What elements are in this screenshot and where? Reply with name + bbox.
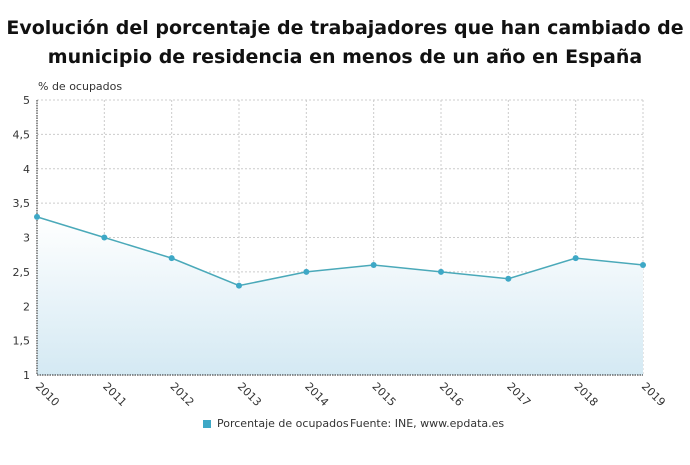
y-axis-label: % de ocupados: [38, 80, 123, 93]
series-area: [37, 216, 643, 375]
y-tick-label: 1,5: [13, 335, 31, 348]
data-point: [168, 255, 175, 262]
data-point: [34, 213, 40, 220]
y-tick-label: 3: [23, 232, 30, 245]
legend-item: Porcentaje de ocupados: [203, 417, 349, 430]
x-tick-label: 2014: [302, 380, 331, 409]
series-line: [36, 216, 644, 287]
legend-swatch: [203, 419, 211, 428]
data-point: [640, 262, 646, 268]
x-tick-label: 2019: [639, 380, 668, 409]
data-point: [370, 262, 377, 268]
data-point: [572, 255, 579, 262]
source-note: Fuente: INE, www.epdata.es: [350, 417, 505, 430]
x-tick-label: 2013: [235, 380, 264, 409]
x-tick-label: 2010: [33, 380, 62, 409]
y-tick-label: 2,5: [13, 266, 31, 279]
legend-label: Porcentaje de ocupados: [217, 417, 349, 430]
data-point: [101, 234, 108, 241]
y-tick-label: 4: [23, 163, 30, 176]
x-tick-label: 2015: [370, 380, 399, 409]
y-tick-label: 2: [23, 300, 30, 313]
x-tick-label: 2018: [572, 380, 601, 409]
y-tick-label: 5: [23, 94, 30, 107]
y-tick-label: 4,5: [13, 128, 31, 141]
data-point: [505, 275, 512, 282]
x-tick-label: 2016: [437, 380, 466, 409]
y-tick-label: 3,5: [13, 197, 31, 210]
x-tick-label: 2011: [100, 380, 129, 409]
x-tick-label: 2012: [168, 380, 197, 409]
data-point: [236, 282, 242, 289]
x-tick-label: 2017: [504, 380, 533, 409]
y-tick-label: 1: [23, 369, 30, 382]
data-point: [303, 268, 310, 275]
chart-title: Evolución del porcentaje de trabajadores…: [6, 17, 684, 68]
data-point: [438, 268, 444, 275]
